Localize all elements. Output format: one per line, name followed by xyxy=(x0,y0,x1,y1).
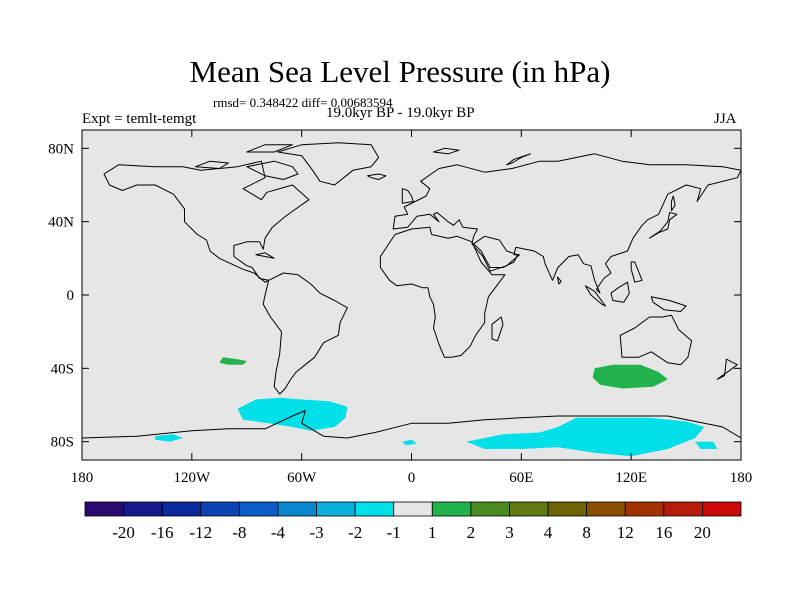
coastline-north-america xyxy=(103,160,310,283)
coastline-victoria-island xyxy=(195,160,229,169)
colorbar-swatch xyxy=(663,501,703,517)
coastline-eurasia xyxy=(392,153,741,294)
colorbar-swatch xyxy=(84,501,124,517)
colorbar-swatch xyxy=(470,501,510,517)
coastline-greenland xyxy=(277,142,380,186)
colorbar-swatch xyxy=(161,501,202,517)
colorbar-swatch xyxy=(702,501,742,517)
coastline-sri-lanka xyxy=(556,276,562,285)
period-label: 19.0kyr BP - 19.0kyr BP xyxy=(326,105,475,121)
coastline-arabia xyxy=(473,235,519,268)
rmsd-diff-stats: rmsd= 0.348422 diff= 0.00683594 xyxy=(213,95,393,110)
coastline-philippines xyxy=(630,261,643,283)
experiment-label: Expt = temlt-temgt xyxy=(82,111,197,127)
colorbar-label: -12 xyxy=(189,523,212,542)
coastline-svalbard xyxy=(433,147,460,155)
coastline-sumatra xyxy=(584,285,606,307)
colorbar-label: -8 xyxy=(232,523,246,542)
colorbar-label: 16 xyxy=(655,523,672,542)
colorbar-label: -2 xyxy=(348,523,362,542)
x-tick-label: 180 xyxy=(730,470,753,486)
colorbar-swatch xyxy=(238,501,279,517)
colorbar-swatch xyxy=(277,501,317,517)
colorbar-swatch xyxy=(431,501,472,517)
colorbar-label: -4 xyxy=(271,523,286,542)
coastline-layer xyxy=(82,142,741,460)
colorbar-label: 12 xyxy=(617,523,634,542)
anomaly-region-ross-east-negative xyxy=(695,441,718,449)
colorbar-swatch xyxy=(354,501,395,517)
coastline-africa xyxy=(379,226,506,358)
colorbar-swatch xyxy=(200,501,240,517)
coastline-british-isles xyxy=(401,188,414,204)
x-tick-label: 120E xyxy=(615,470,647,486)
coastline-australia xyxy=(619,314,693,366)
anomaly-region-indian-ocean-positive xyxy=(592,364,668,389)
coastline-madagascar xyxy=(491,316,504,342)
y-tick-label: 40S xyxy=(51,361,74,377)
coastline-antarctica xyxy=(82,410,741,460)
coastline-novaya-zemlya xyxy=(506,153,531,166)
coastline-cuba xyxy=(255,252,275,259)
anomaly-region-weddell-small-negative xyxy=(402,439,417,446)
x-tick-label: 60E xyxy=(509,470,533,486)
colorbar-label: 4 xyxy=(544,523,553,542)
colorbar-swatch xyxy=(316,501,356,517)
y-tick-label: 80N xyxy=(48,141,74,157)
anomaly-layer xyxy=(155,357,718,457)
colorbar-swatch xyxy=(547,501,588,517)
colorbar-label: -3 xyxy=(309,523,323,542)
coastline-japan xyxy=(649,212,678,239)
colorbar-swatch xyxy=(586,501,626,517)
colorbar-swatch xyxy=(123,501,163,517)
coastline-iceland xyxy=(367,173,387,180)
colorbar-label: -20 xyxy=(112,523,135,542)
colorbar-label: 3 xyxy=(505,523,514,542)
coastline-ellesmere-island xyxy=(246,144,293,153)
x-tick-label: 180 xyxy=(71,470,94,486)
coastline-borneo xyxy=(610,281,630,303)
colorbar: -20 -16 -12 -8 -4 -3 -2 -1 1 2 3 4 8 12 16 20 xyxy=(84,501,742,542)
x-tick-label: 120W xyxy=(173,470,211,486)
coastline-new-guinea xyxy=(650,296,687,312)
coastline-baffin-island xyxy=(246,160,299,180)
colorbar-swatch xyxy=(393,501,433,517)
coastline-south-america xyxy=(262,272,348,395)
coastline-new-zealand xyxy=(716,358,738,380)
chart-title: Mean Sea Level Pressure (in hPa) xyxy=(189,54,611,89)
colorbar-label: 1 xyxy=(428,523,437,542)
y-tick-label: 40N xyxy=(48,215,74,231)
colorbar-swatch xyxy=(509,501,549,517)
x-tick-label: 0 xyxy=(408,470,416,486)
map-ocean-background xyxy=(82,130,741,460)
colorbar-label: 2 xyxy=(467,523,476,542)
anomaly-region-south-pacific-positive xyxy=(219,357,247,365)
y-tick-label: 80S xyxy=(51,435,74,451)
season-label: JJA xyxy=(714,111,737,127)
colorbar-swatch xyxy=(624,501,665,517)
colorbar-label: -16 xyxy=(151,523,174,542)
x-tick-label: 60W xyxy=(287,470,317,486)
colorbar-label: 20 xyxy=(694,523,711,542)
colorbar-label: 8 xyxy=(582,523,591,542)
colorbar-label: -1 xyxy=(387,523,401,542)
y-tick-label: 0 xyxy=(67,288,75,304)
axis-ticks: 180 120W 60W 0 60E 120E 180 80N 40N 0 40S 80S xyxy=(48,130,752,486)
anomaly-region-drake-passage-negative xyxy=(237,397,348,431)
anomaly-region-east-antarctic-negative xyxy=(466,417,705,457)
coastline-sakhalin xyxy=(670,195,676,212)
anomaly-region-ross-sea-negative xyxy=(155,434,183,442)
